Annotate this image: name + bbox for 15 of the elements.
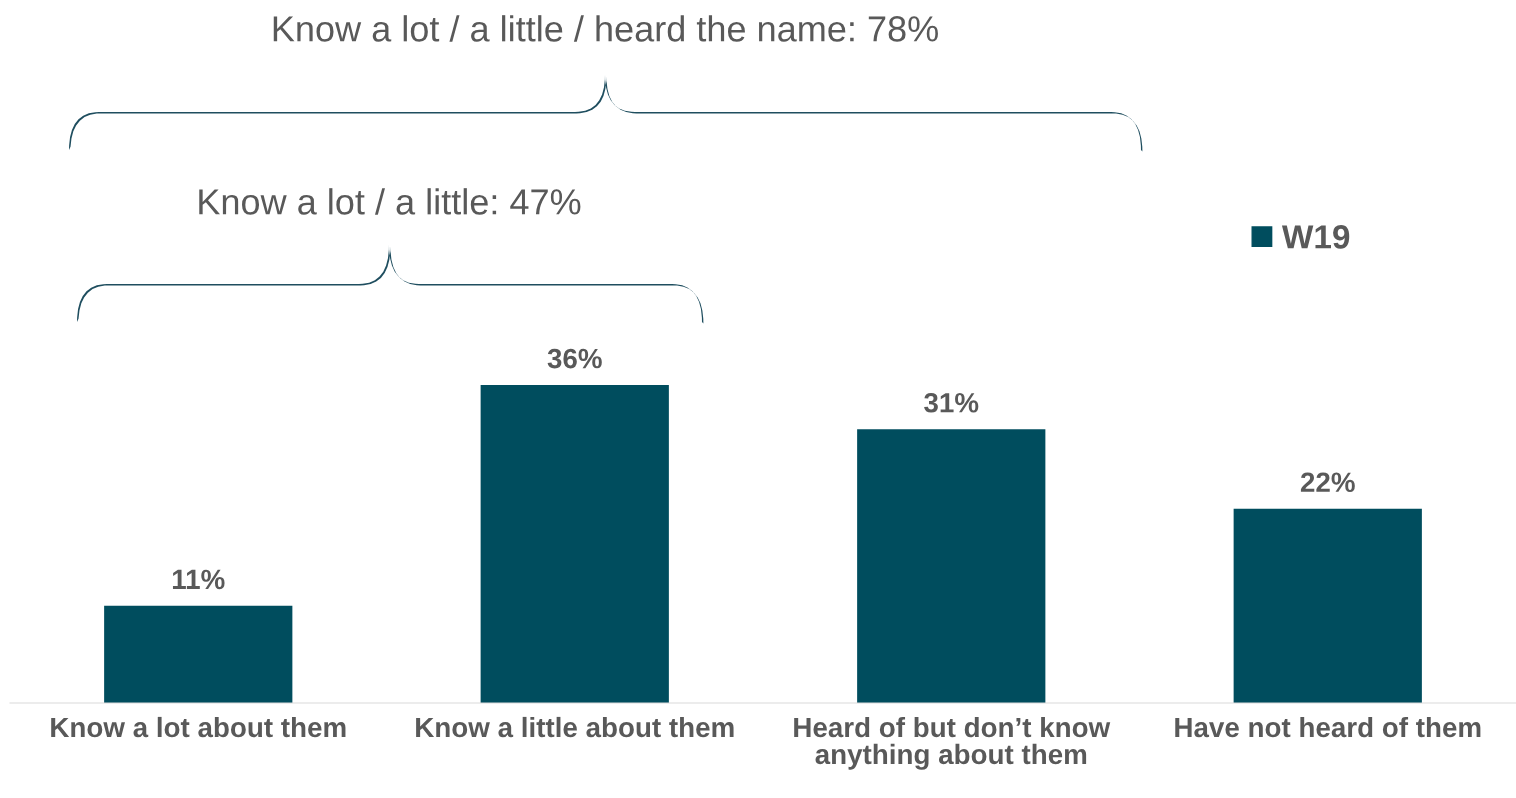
bar: [480, 385, 669, 703]
x-tick-label: Heard of but don’t know anything about them: [794, 716, 1111, 770]
bar: [857, 429, 1046, 703]
bar: [1233, 508, 1422, 703]
data-label: 36%: [547, 348, 602, 369]
data-label: 22%: [1300, 472, 1355, 493]
data-label: 31%: [924, 392, 979, 413]
text: Know a lot / a little / heard the name: 78%: [273, 15, 938, 42]
x-tick-label: Have not heard of them: [1175, 716, 1481, 738]
legend-label: W19: [1281, 225, 1350, 249]
x-tick-label: Know a little about them: [416, 716, 734, 738]
x-tick-label: Know a lot about them: [51, 716, 346, 738]
bar: [104, 605, 293, 703]
data-label: 11%: [172, 569, 225, 590]
text: Know a lot / a little: 47%: [199, 188, 581, 215]
